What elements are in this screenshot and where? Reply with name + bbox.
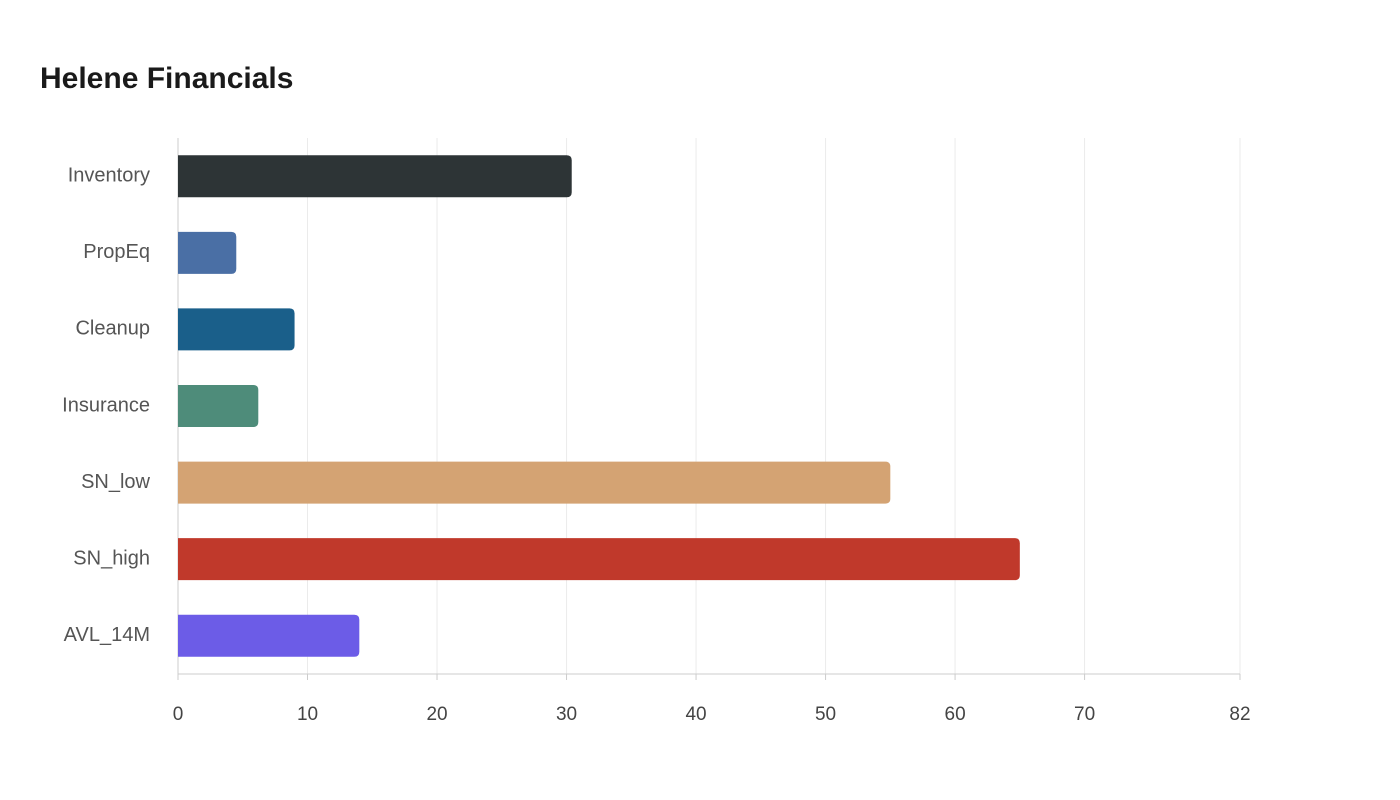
y-tick-label: Cleanup (75, 318, 150, 340)
y-tick-label: Inventory (68, 165, 150, 187)
x-tick-label: 40 (685, 704, 706, 725)
bar (178, 385, 259, 427)
bar (178, 231, 237, 274)
y-tick-label: PropEq (83, 241, 150, 263)
bar (178, 538, 1020, 581)
x-tick-label: 20 (426, 704, 447, 725)
x-tick-label: 0 (173, 704, 184, 725)
x-tick-label: 50 (815, 704, 836, 725)
bar (178, 614, 360, 657)
y-tick-label: SN_high (73, 547, 150, 569)
x-tick-label: 82 (1229, 704, 1250, 725)
y-tick-label: Insurance (62, 394, 150, 416)
chart-title: Helene Financials (40, 62, 293, 95)
bar (178, 155, 572, 198)
y-tick-label: SN_low (81, 471, 150, 493)
x-tick-label: 30 (556, 704, 577, 725)
bar (178, 308, 295, 351)
x-tick-label: 10 (297, 704, 318, 725)
x-tick-label: 60 (945, 704, 966, 725)
x-tick-label: 70 (1074, 704, 1095, 725)
bar (178, 461, 891, 504)
y-tick-label: AVL_14M (64, 624, 150, 646)
